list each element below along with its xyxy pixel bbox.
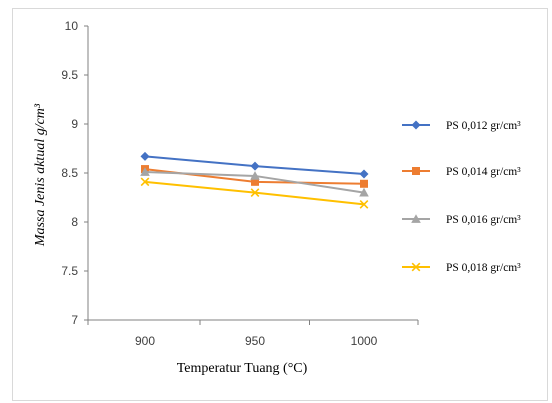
legend-label: PS 0,012 gr/cm³ — [446, 120, 521, 132]
data-point — [250, 161, 260, 171]
series-lines — [140, 151, 369, 209]
y-tick-label: 10 — [65, 19, 79, 33]
y-tick-label: 8.5 — [61, 166, 78, 180]
legend-label: PS 0,018 gr/cm³ — [446, 262, 521, 274]
data-point — [359, 169, 369, 179]
x-tick-label: 950 — [245, 334, 265, 348]
legend-item: PS 0,014 gr/cm³ — [402, 166, 521, 178]
legend-label: PS 0,016 gr/cm³ — [446, 214, 521, 226]
legend-marker — [411, 262, 421, 272]
series-4 — [140, 177, 369, 209]
x-tick-label: 1000 — [351, 334, 378, 348]
axes — [84, 25, 419, 325]
legend-item: PS 0,016 gr/cm³ — [402, 214, 521, 226]
y-tick-label: 8 — [71, 215, 78, 229]
data-point — [140, 151, 150, 161]
legend-label: PS 0,014 gr/cm³ — [446, 166, 521, 178]
y-tick-label: 9.5 — [61, 68, 78, 82]
y-tick-label: 7.5 — [61, 264, 78, 278]
legend-marker — [411, 214, 421, 223]
data-point — [359, 187, 369, 197]
x-tick-labels: 900 950 1000 — [135, 334, 378, 348]
data-point — [140, 167, 150, 176]
y-tick-labels: 7 7.5 8 8.5 9 9.5 10 — [61, 19, 78, 327]
chart-frame — [12, 8, 548, 401]
x-axis-title: Temperatur Tuang (°C) — [177, 361, 308, 376]
data-point — [250, 188, 260, 197]
series-3 — [140, 167, 369, 197]
legend-marker — [412, 167, 420, 175]
series-1 — [140, 151, 369, 179]
legend-marker — [411, 120, 421, 130]
data-point — [250, 171, 260, 180]
data-point — [360, 179, 368, 188]
y-tick-label: 9 — [71, 117, 78, 131]
y-axis-title: Massa Jenis aktual g/cm³ — [33, 103, 48, 247]
data-point — [251, 177, 259, 186]
x-tick-label: 900 — [135, 334, 155, 348]
legend-item: PS 0,012 gr/cm³ — [402, 120, 521, 132]
legend: PS 0,012 gr/cm³ PS 0,014 gr/cm³ PS 0,016 g… — [402, 120, 521, 274]
y-tick-label: 7 — [71, 313, 78, 327]
legend-item: PS 0,018 gr/cm³ — [402, 262, 521, 274]
data-point — [359, 199, 369, 209]
data-point — [140, 177, 150, 187]
